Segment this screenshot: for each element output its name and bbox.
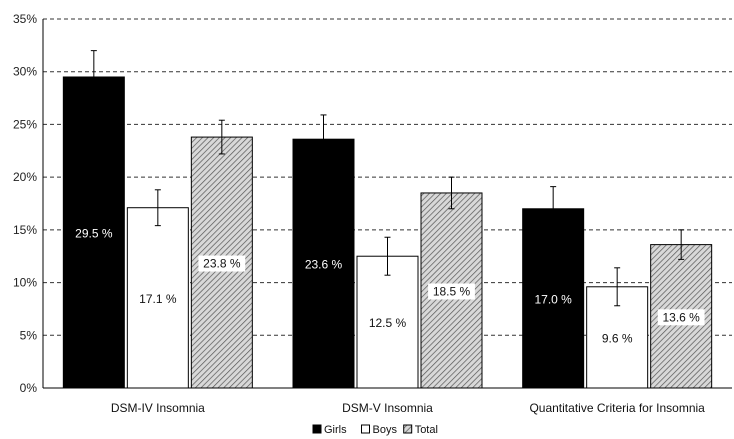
- y-tick-label: 15%: [13, 223, 37, 237]
- legend-swatch-boys: [361, 424, 370, 434]
- data-label-total: 13.6 %: [662, 310, 700, 324]
- x-category-label: DSM-V Insomnia: [342, 401, 433, 415]
- data-label-boys: 12.5 %: [369, 316, 407, 330]
- y-tick-label: 30%: [13, 65, 37, 79]
- legend-swatch-total: [403, 424, 413, 434]
- data-label-girls: 29.5 %: [75, 226, 113, 240]
- bar-boys: [356, 255, 419, 389]
- data-label-bg: [198, 255, 246, 272]
- data-label-boys: 9.6 %: [602, 331, 633, 345]
- y-tick-label: 20%: [13, 170, 37, 184]
- data-label-girls: 23.6 %: [305, 258, 343, 272]
- data-label-girls: 17.0 %: [534, 292, 572, 306]
- data-label-bg: [428, 283, 475, 300]
- y-tick-label: 5%: [20, 328, 38, 342]
- legend-swatch-girls: [312, 424, 322, 434]
- legend-label-boys: Boys: [373, 424, 398, 436]
- y-tick-label: 35%: [13, 12, 37, 26]
- data-label-bg: [657, 309, 705, 326]
- y-tick-label: 10%: [13, 276, 37, 290]
- bar-boys: [126, 207, 189, 389]
- legend: Girls Boys Total: [312, 424, 438, 436]
- y-tick-label: 25%: [13, 117, 37, 131]
- x-axis-categories: DSM-IV Insomnia DSM-V Insomnia Quantitativ…: [111, 401, 705, 415]
- data-label-total: 18.5 %: [433, 284, 471, 298]
- legend-label-girls: Girls: [324, 424, 347, 436]
- x-category-label: DSM-IV Insomnia: [111, 401, 205, 415]
- x-category-label: Quantitative Criteria for Insomnia: [529, 401, 705, 415]
- y-axis-ticks: 0% 5% 10% 15% 20% 25% 30% 35%: [13, 12, 37, 395]
- y-tick-label: 0%: [20, 381, 38, 395]
- bars: 29.5 % 17.1 % 23.8 % 23.6 % 12.5 % 18.5 % 17.0…: [62, 50, 713, 389]
- data-label-boys: 17.1 %: [139, 292, 177, 306]
- data-label-total: 23.8 %: [203, 257, 241, 271]
- axes: [42, 19, 732, 389]
- bar-girls: [522, 208, 585, 389]
- legend-label-total: Total: [415, 424, 438, 436]
- bar-girls: [292, 138, 355, 389]
